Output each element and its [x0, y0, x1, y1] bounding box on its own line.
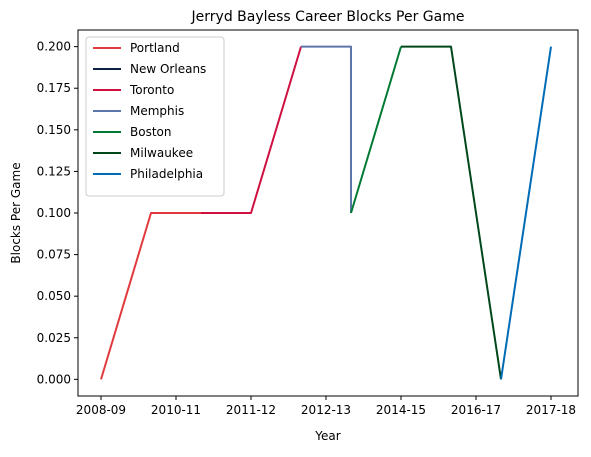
x-tick-label: 2017-18 [526, 403, 576, 417]
x-tick-label: 2016-17 [451, 403, 501, 417]
legend-box [85, 36, 225, 197]
legend-label-milwaukee: Milwaukee [130, 146, 193, 160]
y-tick-label: 0.000 [37, 372, 71, 386]
x-tick-label: 2012-13 [301, 403, 351, 417]
y-tick-label: 0.100 [37, 206, 71, 220]
y-tick-label: 0.050 [37, 289, 71, 303]
legend-label-memphis: Memphis [130, 104, 184, 118]
legend-label-toronto: Toronto [129, 83, 174, 97]
series-line-philadelphia [500, 46, 552, 380]
y-tick-label: 0.150 [37, 123, 71, 137]
x-tick-label: 2008-09 [76, 403, 126, 417]
y-tick-label: 0.175 [37, 81, 71, 95]
x-tick-label: 2011-12 [226, 403, 276, 417]
legend-label-new-orleans: New Orleans [130, 62, 206, 76]
x-tick-label: 2010-11 [151, 403, 201, 417]
y-tick-label: 0.025 [37, 331, 71, 345]
series-line-boston [350, 46, 402, 214]
x-axis-label: Year [314, 429, 340, 443]
legend-label-philadelphia: Philadelphia [130, 167, 203, 181]
chart-title: Jerryd Bayless Career Blocks Per Game [191, 9, 465, 25]
series-line-milwaukee [401, 45, 502, 380]
y-tick-label: 0.125 [37, 164, 71, 178]
legend-label-portland: Portland [130, 41, 180, 55]
y-tick-label: 0.200 [37, 40, 71, 54]
series-line-portland [100, 212, 201, 380]
legend-label-boston: Boston [130, 125, 171, 139]
legend: Portland New Orleans Toronto Memphis Boston M… [85, 36, 225, 197]
y-axis-label: Blocks Per Game [9, 162, 23, 263]
series-line-toronto [201, 46, 302, 214]
series-line-memphis [301, 45, 352, 213]
x-tick-label: 2014-15 [376, 403, 426, 417]
y-tick-label: 0.075 [37, 248, 71, 262]
